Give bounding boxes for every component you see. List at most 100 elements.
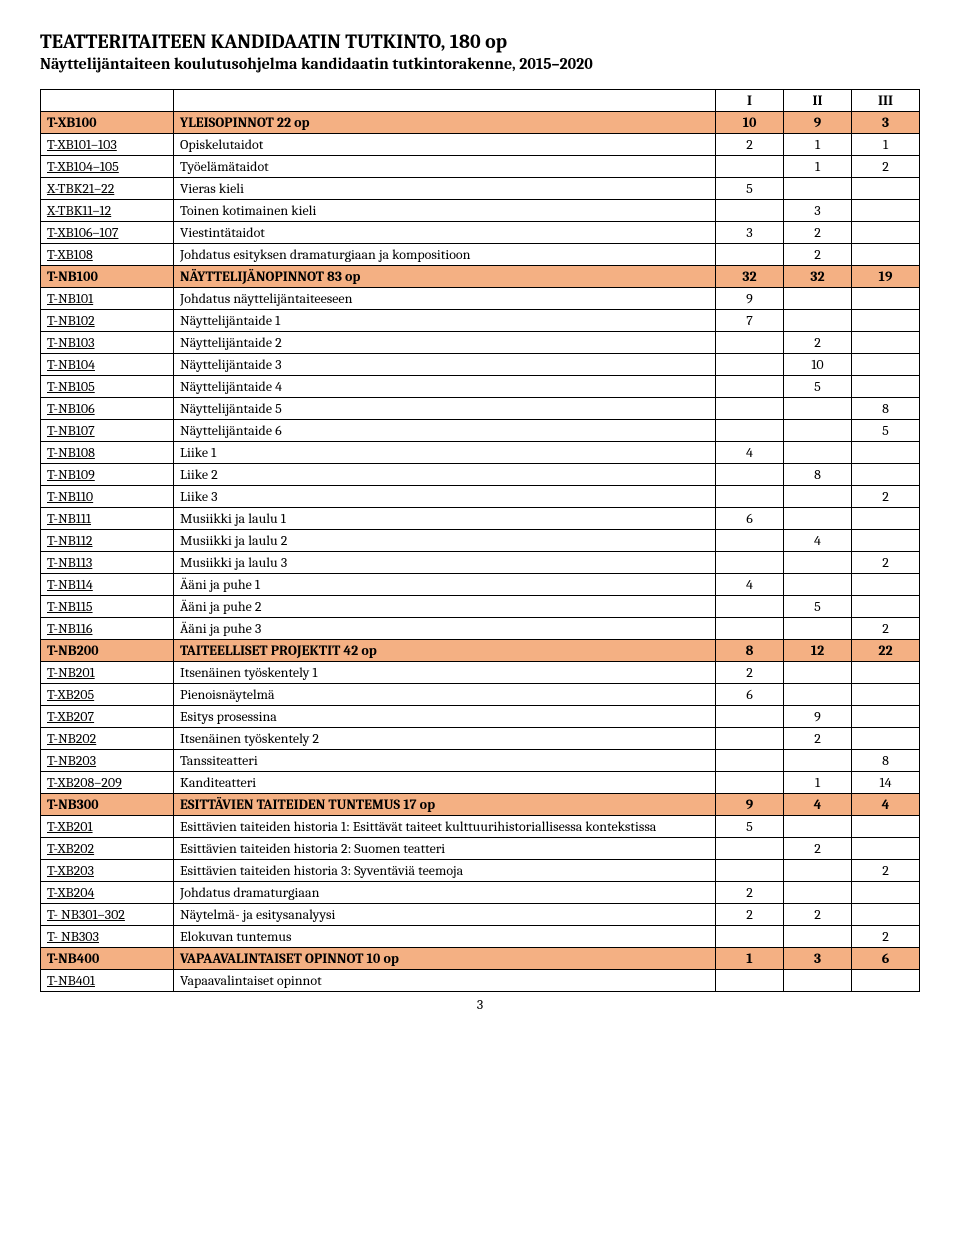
course-code[interactable]: T-XB106–107 bbox=[41, 222, 174, 244]
course-code[interactable]: X-TBK21–22 bbox=[41, 178, 174, 200]
course-description: Näyttelijäntaide 5 bbox=[174, 398, 716, 420]
course-code[interactable]: T-NB104 bbox=[41, 354, 174, 376]
value-year-2 bbox=[784, 684, 852, 706]
value-year-2: 1 bbox=[784, 772, 852, 794]
value-year-2: 2 bbox=[784, 244, 852, 266]
course-code[interactable]: T- NB301–302 bbox=[41, 904, 174, 926]
course-code[interactable]: X-TBK11–12 bbox=[41, 200, 174, 222]
value-year-2: 4 bbox=[784, 794, 852, 816]
course-code[interactable]: T-XB202 bbox=[41, 838, 174, 860]
value-year-3: 19 bbox=[852, 266, 920, 288]
table-row: T-NB101Johdatus näyttelijäntaiteeseen9 bbox=[41, 288, 920, 310]
table-row: X-TBK11–12Toinen kotimainen kieli 3 bbox=[41, 200, 920, 222]
course-code[interactable]: T-XB101–103 bbox=[41, 134, 174, 156]
table-row: T-NB103Näyttelijäntaide 22 bbox=[41, 332, 920, 354]
course-code[interactable]: T-NB113 bbox=[41, 552, 174, 574]
value-year-3 bbox=[852, 728, 920, 750]
value-year-1: 5 bbox=[716, 816, 784, 838]
course-code[interactable]: T-NB203 bbox=[41, 750, 174, 772]
value-year-1 bbox=[716, 838, 784, 860]
value-year-3: 4 bbox=[852, 794, 920, 816]
course-code[interactable]: T-XB108 bbox=[41, 244, 174, 266]
course-code[interactable]: T-NB112 bbox=[41, 530, 174, 552]
value-year-3 bbox=[852, 200, 920, 222]
course-description: Näyttelijäntaide 2 bbox=[174, 332, 716, 354]
value-year-1: 6 bbox=[716, 684, 784, 706]
table-row: T-NB102Näyttelijäntaide 17 bbox=[41, 310, 920, 332]
course-code[interactable]: T-NB110 bbox=[41, 486, 174, 508]
value-year-1 bbox=[716, 332, 784, 354]
value-year-3 bbox=[852, 882, 920, 904]
course-description: Musiikki ja laulu 1 bbox=[174, 508, 716, 530]
course-code[interactable]: T-XB205 bbox=[41, 684, 174, 706]
value-year-3 bbox=[852, 354, 920, 376]
course-description: Vieras kieli bbox=[174, 178, 716, 200]
course-code[interactable]: T-NB109 bbox=[41, 464, 174, 486]
course-code[interactable]: T-NB102 bbox=[41, 310, 174, 332]
course-code: T-NB300 bbox=[41, 794, 174, 816]
course-code[interactable]: T-XB201 bbox=[41, 816, 174, 838]
table-row: T-XB208–209Kanditeatteri114 bbox=[41, 772, 920, 794]
value-year-2: 3 bbox=[784, 948, 852, 970]
value-year-2 bbox=[784, 574, 852, 596]
course-code[interactable]: T-XB208–209 bbox=[41, 772, 174, 794]
table-row: T-NB104Näyttelijäntaide 310 bbox=[41, 354, 920, 376]
table-row: T-XB202Esittävien taiteiden historia 2: … bbox=[41, 838, 920, 860]
table-row: T-XB101–103Opiskelutaidot211 bbox=[41, 134, 920, 156]
course-code[interactable]: T-XB203 bbox=[41, 860, 174, 882]
course-code[interactable]: T-NB202 bbox=[41, 728, 174, 750]
course-code[interactable]: T-NB103 bbox=[41, 332, 174, 354]
course-code[interactable]: T-NB116 bbox=[41, 618, 174, 640]
value-year-1: 7 bbox=[716, 310, 784, 332]
value-year-3: 8 bbox=[852, 750, 920, 772]
table-row: T-NB107Näyttelijäntaide 65 bbox=[41, 420, 920, 442]
value-year-2: 2 bbox=[784, 904, 852, 926]
value-year-1 bbox=[716, 376, 784, 398]
course-description: Ääni ja puhe 2 bbox=[174, 596, 716, 618]
course-code[interactable]: T-NB114 bbox=[41, 574, 174, 596]
value-year-2: 1 bbox=[784, 156, 852, 178]
value-year-1 bbox=[716, 420, 784, 442]
value-year-1: 3 bbox=[716, 222, 784, 244]
value-year-1 bbox=[716, 706, 784, 728]
course-code[interactable]: T-NB107 bbox=[41, 420, 174, 442]
course-code[interactable]: T-XB104–105 bbox=[41, 156, 174, 178]
value-year-1 bbox=[716, 926, 784, 948]
value-year-2: 3 bbox=[784, 200, 852, 222]
value-year-1: 4 bbox=[716, 574, 784, 596]
value-year-3 bbox=[852, 838, 920, 860]
course-code[interactable]: T-NB106 bbox=[41, 398, 174, 420]
table-row: T-NB114Ääni ja puhe 14 bbox=[41, 574, 920, 596]
value-year-2 bbox=[784, 310, 852, 332]
value-year-2 bbox=[784, 860, 852, 882]
table-row: X-TBK21–22Vieras kieli5 bbox=[41, 178, 920, 200]
course-description: Liike 3 bbox=[174, 486, 716, 508]
course-code[interactable]: T-XB207 bbox=[41, 706, 174, 728]
course-code[interactable]: T-NB101 bbox=[41, 288, 174, 310]
course-description: Esittävien taiteiden historia 3: Syventä… bbox=[174, 860, 716, 882]
value-year-2: 5 bbox=[784, 596, 852, 618]
value-year-2 bbox=[784, 552, 852, 574]
table-row: T-NB111Musiikki ja laulu 16 bbox=[41, 508, 920, 530]
value-year-1 bbox=[716, 618, 784, 640]
course-description: Vapaavalintaiset opinnot bbox=[174, 970, 716, 992]
course-description: Toinen kotimainen kieli bbox=[174, 200, 716, 222]
course-code[interactable]: T-NB401 bbox=[41, 970, 174, 992]
course-code[interactable]: T-NB108 bbox=[41, 442, 174, 464]
course-code[interactable]: T-NB115 bbox=[41, 596, 174, 618]
value-year-2: 5 bbox=[784, 376, 852, 398]
value-year-3: 2 bbox=[852, 860, 920, 882]
value-year-2 bbox=[784, 970, 852, 992]
table-row: T-XB205Pienoisnäytelmä6 bbox=[41, 684, 920, 706]
course-code[interactable]: T-NB201 bbox=[41, 662, 174, 684]
value-year-1: 6 bbox=[716, 508, 784, 530]
course-code[interactable]: T- NB303 bbox=[41, 926, 174, 948]
course-code[interactable]: T-XB204 bbox=[41, 882, 174, 904]
course-description: Tanssiteatteri bbox=[174, 750, 716, 772]
course-code[interactable]: T-NB111 bbox=[41, 508, 174, 530]
table-row: T-NB115Ääni ja puhe 2 5 bbox=[41, 596, 920, 618]
course-code[interactable]: T-NB105 bbox=[41, 376, 174, 398]
course-code: T-NB400 bbox=[41, 948, 174, 970]
header-col-1: I bbox=[716, 90, 784, 112]
curriculum-table: I II III T-XB100YLEISOPINNOT 22 op1093T-… bbox=[40, 89, 920, 992]
